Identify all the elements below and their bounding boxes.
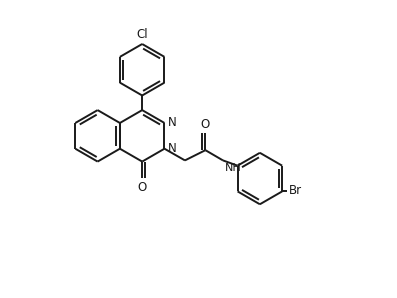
Text: Cl: Cl	[136, 27, 148, 41]
Text: O: O	[201, 118, 210, 131]
Text: N: N	[168, 116, 177, 129]
Text: N: N	[168, 142, 177, 155]
Text: Br: Br	[289, 184, 302, 197]
Text: NH: NH	[225, 163, 242, 173]
Text: O: O	[137, 181, 147, 194]
